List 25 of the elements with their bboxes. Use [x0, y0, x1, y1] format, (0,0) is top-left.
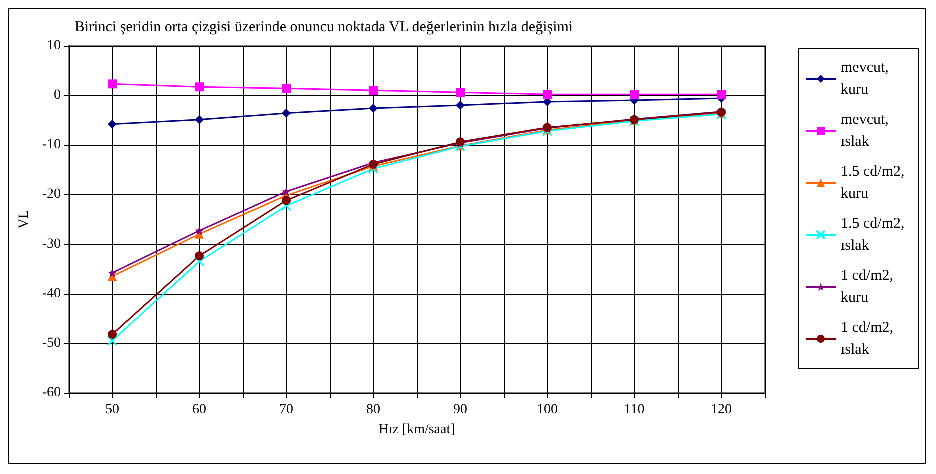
legend-label: mevcut, kuru	[841, 60, 893, 98]
x-tick-label: 100	[537, 402, 558, 418]
y-tick-label: 10	[47, 38, 61, 54]
x-axis-title: Hız [km/saat]	[378, 422, 456, 438]
x-tick-label: 50	[106, 402, 120, 418]
legend-label: mevcut, ıslak	[841, 112, 893, 150]
y-axis-title: VL	[16, 210, 32, 229]
y-tick-label: -10	[42, 138, 61, 153]
x-tick-label: 80	[366, 402, 380, 418]
y-tick-label: -40	[42, 286, 61, 302]
legend-label: 1 cd/m2, kuru	[841, 268, 898, 306]
x-tick-label: 90	[454, 402, 468, 418]
x-tick-label: 70	[280, 402, 294, 418]
legend-label: 1.5 cd/m2, ıslak	[841, 216, 908, 254]
legend-label: 1 cd/m2, ıslak	[841, 320, 898, 358]
x-tick-label: 60	[192, 402, 206, 418]
y-tick-label: 0	[54, 88, 61, 104]
y-tick-label: -20	[42, 187, 61, 202]
y-tick-label: -30	[42, 236, 61, 252]
x-tick-label: 120	[711, 402, 732, 418]
x-tick-label: 110	[624, 402, 645, 418]
y-tick-label: -60	[42, 386, 61, 400]
chart-title: Birinci şeridin orta çizgisi üzerinde onuncu noktada VL değerlerinin hızla değişimi	[74, 20, 574, 36]
legend-label: 1.5 cd/m2, kuru	[841, 164, 908, 202]
y-tick-label: -50	[42, 336, 61, 351]
